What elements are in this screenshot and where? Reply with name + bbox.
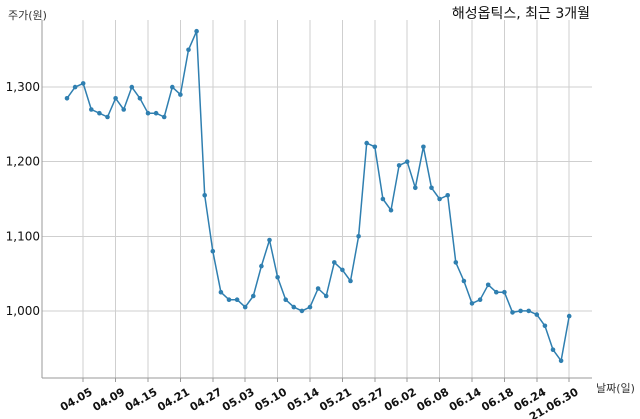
data-point (194, 28, 199, 34)
data-point (186, 47, 191, 53)
data-point (315, 286, 321, 291)
data-point (445, 193, 451, 198)
x-tick-label: 04.05 (58, 385, 95, 414)
data-point (89, 107, 94, 112)
x-axis-label: 날짜(일) (596, 381, 635, 395)
data-point (307, 304, 313, 310)
x-tick-labels: 04.0504.0904.1504.2104.2705.0305.1005.14… (58, 385, 581, 419)
x-tick-label: 05.27 (350, 385, 387, 414)
data-point (485, 282, 491, 288)
data-point (210, 248, 216, 254)
data-point (534, 312, 540, 317)
data-point (388, 207, 394, 213)
x-tick-label: 05.10 (252, 385, 289, 414)
data-point (542, 323, 548, 329)
data-point (502, 289, 507, 295)
data-point (267, 237, 272, 243)
x-tick-label: 05.03 (220, 385, 257, 414)
data-point (510, 310, 515, 315)
data-point (413, 185, 418, 191)
x-tick-label: 06.08 (414, 385, 451, 414)
gridlines (42, 20, 592, 378)
data-point (550, 347, 556, 353)
data-point (137, 96, 143, 101)
data-point (396, 163, 402, 168)
data-point (404, 159, 410, 164)
data-point (291, 304, 297, 310)
y-axis-label: 주가(원) (8, 9, 47, 22)
data-point (170, 84, 175, 90)
data-point (323, 293, 329, 299)
x-tick-label: 04.21 (155, 385, 192, 414)
data-point (178, 92, 183, 97)
data-point (97, 110, 102, 116)
data-point (380, 196, 386, 202)
data-point (80, 81, 86, 86)
data-point (234, 297, 240, 303)
data-point (421, 144, 426, 150)
axes (41, 20, 592, 382)
y-tick-label: 1,200 (6, 155, 40, 169)
data-point (129, 84, 135, 90)
data-point (299, 308, 305, 314)
data-point (526, 308, 531, 314)
data-point (494, 289, 499, 295)
data-point (558, 358, 564, 364)
data-point (348, 278, 353, 284)
data-point (429, 185, 434, 191)
data-point (356, 234, 361, 239)
data-point (202, 193, 207, 198)
data-point (283, 297, 289, 303)
x-tick-label: 05.14 (285, 385, 322, 414)
data-point (453, 260, 459, 265)
data-point (161, 114, 167, 120)
data-point (259, 263, 264, 269)
data-point (518, 308, 523, 314)
x-tick-label: 04.27 (188, 385, 225, 414)
x-tick-label: 06.02 (382, 385, 419, 414)
data-point (153, 110, 159, 116)
data-point (113, 96, 118, 101)
chart-title: 해성옵틱스, 최근 3개월 (452, 6, 590, 22)
x-tick-label: 04.15 (123, 385, 160, 414)
data-point (145, 110, 151, 116)
y-tick-label: 1,100 (6, 229, 40, 243)
data-point (242, 304, 248, 310)
x-tick-label: 05.21 (317, 385, 354, 414)
x-tick-label: 06.18 (479, 385, 516, 414)
x-tick-label: 06.14 (447, 385, 484, 414)
data-point (437, 196, 442, 202)
data-point (372, 144, 378, 150)
data-point (364, 140, 370, 146)
data-point (332, 260, 337, 265)
data-point (461, 278, 467, 284)
data-point (477, 297, 483, 303)
data-point (72, 84, 78, 90)
data-point (469, 301, 475, 306)
data-point (566, 313, 572, 319)
data-point (64, 96, 70, 101)
data-point (121, 107, 126, 112)
data-point (251, 293, 256, 299)
data-point (275, 275, 280, 280)
x-tick-label: 04.09 (90, 385, 127, 414)
y-tick-label: 1,300 (6, 80, 40, 94)
data-point (105, 114, 110, 120)
data-point (226, 297, 232, 303)
series (64, 28, 572, 364)
y-tick-label: 1,000 (6, 304, 40, 318)
data-point (218, 289, 224, 295)
y-tick-labels: 1,000 1,100 1,200 1,300 (6, 80, 40, 318)
data-point (340, 267, 345, 273)
